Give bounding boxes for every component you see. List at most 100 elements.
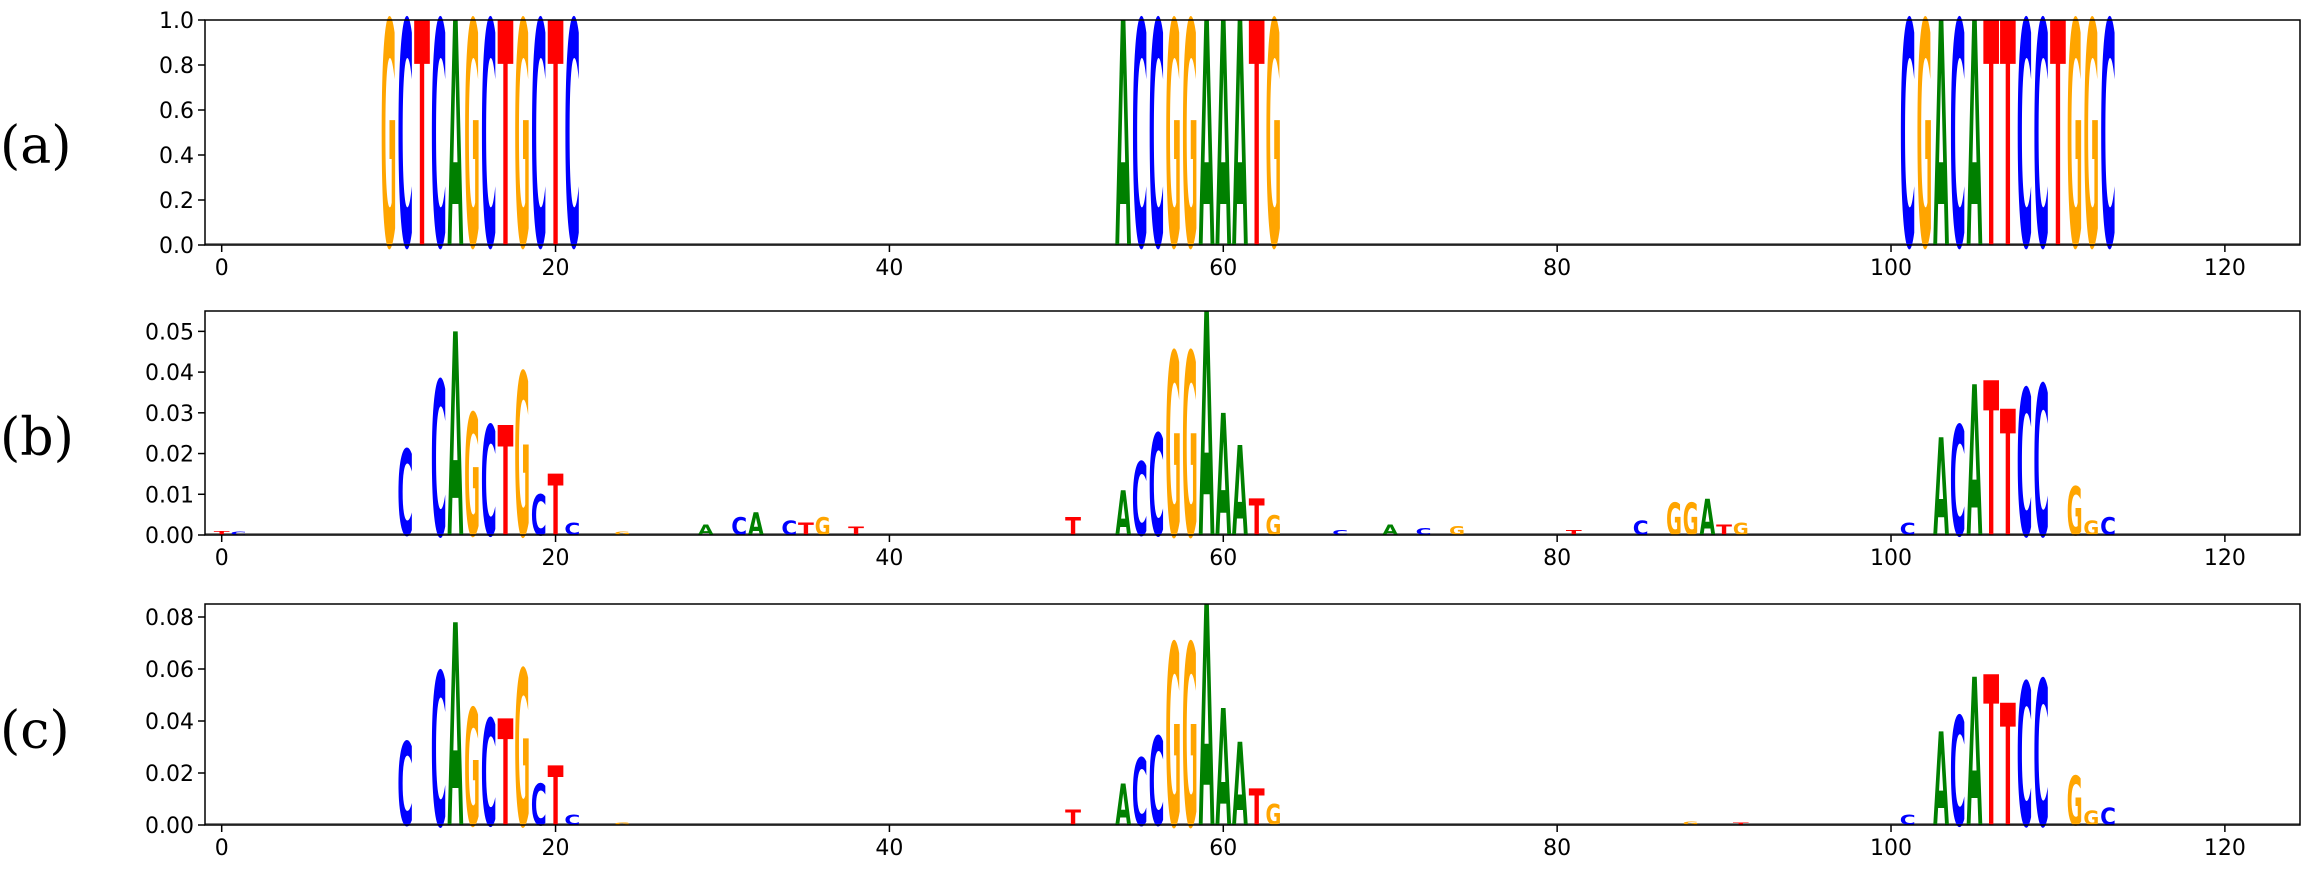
logo-letter-A: A (1215, 0, 1231, 318)
logo-letter-A: A (698, 523, 714, 539)
logo-letter-A: A (1199, 544, 1215, 875)
logo-letter-C: C (431, 338, 447, 586)
logo-letter-G: G (2083, 807, 2099, 830)
logo-letter-A: A (1967, 0, 1983, 318)
y-tick-label: 0.03 (145, 402, 194, 427)
x-tick-label: 120 (2204, 546, 2246, 571)
logo-letter-G: G (2067, 472, 2083, 551)
logo-panel-c: (c) C C A G C T G C T C G T A C C G G A A A T G G T C A C A T T C C G G C0 2… (0, 544, 2301, 875)
logo-letter-T: T (2000, 375, 2016, 577)
logo-panel-b: (b)T C C C A G C T G C T C G A C A C T G T T A C C G G A A A T G C A C G T C… (0, 251, 2301, 608)
logo-letter-A: A (1215, 381, 1231, 576)
logo-letter-T: T (498, 690, 514, 860)
logo-letter-G: G (514, 0, 530, 318)
logo-letter-A: A (1115, 477, 1131, 549)
logo-letter-G: G (1265, 509, 1281, 542)
logo-letter-C: C (1900, 519, 1916, 539)
logo-letter-T: T (1983, 338, 1999, 585)
logo-letter-C: C (564, 813, 580, 829)
logo-letter-G: G (381, 0, 397, 318)
logo-letter-C: C (531, 773, 547, 839)
logo-letter-G: G (1265, 0, 1281, 318)
logo-letter-C: C (564, 519, 580, 539)
logo-letter-T: T (1065, 806, 1082, 831)
logo-letter-G: G (1165, 304, 1181, 596)
logo-letter-T: T (498, 397, 514, 572)
logo-letter-C: C (397, 721, 413, 853)
x-tick-label: 0 (215, 546, 229, 571)
panel-label: (b) (0, 408, 74, 468)
x-tick-label: 20 (542, 546, 570, 571)
logo-letter-C: C (531, 484, 547, 549)
plot-frame (204, 603, 2301, 826)
x-tick-label: 40 (875, 546, 903, 571)
panel-label: (a) (0, 116, 72, 176)
logo-letter-G: G (1449, 524, 1465, 538)
logo-letter-T: T (2050, 0, 2066, 318)
logo-letter-C: C (2017, 0, 2033, 318)
logo-letter-T: T (1249, 780, 1265, 838)
logo-letter-G: G (1182, 594, 1198, 875)
logo-letter-G: G (2067, 0, 2083, 318)
logo-letter-G: G (464, 676, 480, 863)
x-tick-label: 120 (2204, 836, 2246, 861)
logo-letter-C: C (230, 531, 246, 536)
logo-letter-T: T (548, 750, 564, 845)
y-tick-label: 0.04 (145, 710, 194, 735)
logo-letter-G: G (514, 329, 530, 588)
logo-letter-C: C (397, 427, 413, 563)
logo-letter-G: G (815, 513, 831, 542)
logo-letter-T: T (798, 519, 814, 539)
logo-letter-A: A (1115, 0, 1131, 318)
x-tick-label: 60 (1209, 256, 1237, 281)
logo-letter-G: G (464, 380, 480, 575)
logo-letter-C: C (481, 689, 497, 860)
logo-letter-A: A (1232, 0, 1248, 318)
logo-letter-G: G (1666, 495, 1682, 547)
x-tick-label: 100 (1870, 836, 1912, 861)
x-tick-label: 80 (1543, 256, 1571, 281)
logo-letter-G: G (1733, 520, 1749, 539)
y-tick-label: 0.02 (145, 762, 194, 787)
x-tick-label: 40 (875, 836, 903, 861)
y-tick-label: 0.0 (159, 234, 194, 259)
logo-letter-G: G (614, 822, 630, 826)
logo-letter-T: T (498, 0, 514, 318)
logo-panel-a: (a) G C T C A G C T G C T C A C C G G A A A T G C G A C A T T C C T G G C0 2… (0, 0, 2301, 318)
logo-letter-A: A (1699, 489, 1715, 548)
x-tick-label: 20 (542, 836, 570, 861)
logo-letter-T: T (2000, 671, 2016, 866)
logo-letter-A: A (1199, 251, 1215, 608)
logo-letter-T: T (414, 0, 430, 318)
x-tick-label: 100 (1870, 256, 1912, 281)
logo-letter-C: C (431, 0, 447, 318)
logo-letter-T: T (1733, 822, 1750, 826)
logo-letter-A: A (1232, 721, 1248, 853)
y-tick-label: 0.6 (159, 99, 194, 124)
y-tick-label: 0.4 (159, 144, 194, 169)
logo-letter-T: T (214, 530, 231, 537)
logo-letter-C: C (1900, 0, 1916, 318)
logo-letter-A: A (1382, 523, 1398, 539)
logo-letter-C: C (2033, 344, 2049, 585)
y-tick-label: 0.04 (145, 361, 194, 386)
x-tick-label: 0 (215, 256, 229, 281)
logo-letter-C: C (1950, 688, 1966, 862)
logo-letter-G: G (2083, 517, 2099, 540)
logo-letter-C: C (2100, 0, 2116, 318)
logo-letter-A: A (748, 508, 764, 543)
logo-letter-G: G (2067, 762, 2083, 841)
x-tick-label: 80 (1543, 836, 1571, 861)
logo-letter-C: C (2100, 511, 2116, 541)
x-tick-label: 20 (542, 256, 570, 281)
logo-letter-A: A (1199, 0, 1215, 318)
y-tick-label: 0.08 (145, 606, 194, 631)
logo-letter-C: C (781, 517, 797, 540)
logo-letter-A: A (1115, 773, 1131, 840)
y-tick-label: 1.0 (159, 9, 194, 34)
logo-letter-G: G (464, 0, 480, 318)
logo-letter-C: C (1132, 442, 1148, 560)
logo-letter-G: G (1683, 821, 1699, 826)
x-tick-label: 60 (1209, 546, 1237, 571)
logo-letter-A: A (1232, 421, 1248, 565)
